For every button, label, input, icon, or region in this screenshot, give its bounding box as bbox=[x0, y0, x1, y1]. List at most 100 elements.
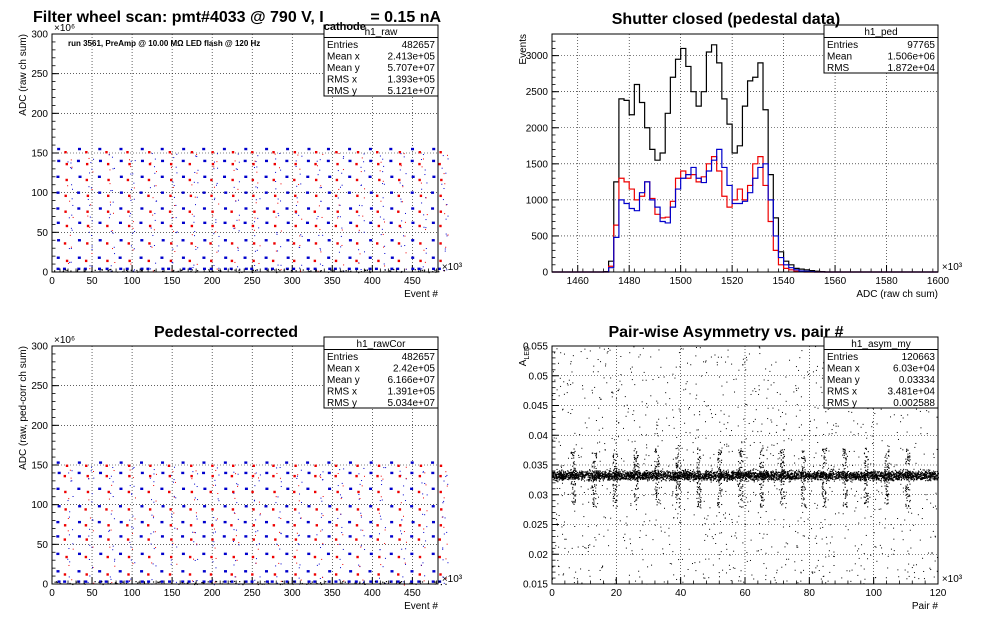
data-point bbox=[214, 197, 216, 199]
data-point-red bbox=[209, 490, 212, 494]
data-point bbox=[746, 478, 748, 480]
data-point bbox=[924, 474, 926, 476]
data-point bbox=[235, 535, 237, 537]
stats-box-frame bbox=[323, 336, 439, 409]
data-point bbox=[447, 234, 449, 236]
data-point bbox=[842, 475, 844, 477]
data-point bbox=[898, 475, 900, 478]
data-point bbox=[151, 499, 153, 501]
data-point bbox=[69, 261, 71, 263]
data-point bbox=[743, 475, 745, 478]
data-point-red bbox=[105, 474, 108, 478]
data-point-blue bbox=[209, 267, 213, 271]
data-point bbox=[193, 531, 195, 533]
data-point bbox=[339, 267, 341, 269]
data-point-blue bbox=[202, 570, 206, 573]
data-point bbox=[906, 476, 908, 478]
data-point bbox=[275, 181, 277, 183]
data-point bbox=[604, 475, 606, 477]
data-point bbox=[237, 153, 239, 155]
data-point bbox=[898, 472, 901, 474]
data-point bbox=[358, 493, 360, 495]
data-point bbox=[402, 494, 404, 496]
data-point bbox=[172, 186, 174, 188]
data-point bbox=[841, 478, 843, 480]
data-point bbox=[636, 472, 638, 474]
data-point bbox=[887, 476, 889, 478]
data-point-red bbox=[399, 162, 402, 166]
data-point bbox=[259, 245, 261, 247]
data-point bbox=[442, 199, 444, 201]
data-point-red bbox=[189, 194, 193, 198]
data-point bbox=[888, 472, 890, 474]
data-point bbox=[384, 245, 386, 247]
data-point bbox=[152, 517, 154, 519]
data-point bbox=[298, 485, 300, 487]
data-point bbox=[842, 476, 844, 478]
data-point-blue bbox=[369, 552, 373, 556]
data-point-red bbox=[230, 242, 234, 245]
data-point bbox=[238, 230, 240, 232]
data-point bbox=[732, 473, 734, 475]
data-point bbox=[771, 475, 773, 477]
data-point-blue bbox=[243, 159, 247, 163]
data-point-red bbox=[169, 508, 172, 511]
data-point bbox=[109, 201, 111, 203]
stats-label: RMS x bbox=[327, 387, 357, 398]
data-point-black bbox=[125, 269, 128, 272]
data-point bbox=[426, 494, 428, 496]
data-point bbox=[582, 472, 584, 474]
data-point-red bbox=[63, 573, 67, 576]
data-point bbox=[748, 474, 751, 476]
data-point-blue bbox=[119, 159, 123, 163]
data-point-blue bbox=[244, 267, 248, 271]
data-point bbox=[193, 541, 195, 543]
data-point bbox=[713, 478, 715, 481]
data-point bbox=[196, 486, 198, 488]
data-point-red bbox=[313, 555, 317, 559]
data-point bbox=[873, 479, 875, 481]
data-point-black bbox=[277, 268, 280, 271]
data-point bbox=[277, 202, 279, 204]
data-point-black bbox=[191, 269, 193, 271]
data-point-black bbox=[190, 270, 192, 272]
data-point-red bbox=[190, 474, 193, 478]
data-point bbox=[382, 183, 384, 185]
data-point bbox=[657, 477, 659, 480]
data-point bbox=[108, 498, 110, 500]
data-point bbox=[318, 234, 320, 236]
data-point bbox=[559, 474, 561, 476]
data-point-blue bbox=[326, 552, 330, 556]
data-point bbox=[213, 541, 215, 543]
data-point bbox=[934, 474, 936, 476]
data-point bbox=[916, 477, 918, 479]
data-point bbox=[447, 562, 449, 564]
data-point bbox=[93, 158, 95, 160]
data-point-blue bbox=[118, 256, 122, 259]
data-point bbox=[134, 230, 136, 232]
data-point bbox=[320, 516, 322, 518]
data-point bbox=[833, 477, 835, 479]
data-point bbox=[665, 473, 667, 476]
data-point bbox=[823, 477, 825, 479]
data-point-red bbox=[148, 224, 152, 228]
data-point bbox=[742, 477, 744, 479]
data-point bbox=[564, 476, 566, 478]
data-point bbox=[853, 477, 855, 479]
data-point bbox=[868, 477, 870, 479]
data-point-blue bbox=[77, 535, 81, 538]
data-point bbox=[735, 475, 737, 478]
data-point bbox=[858, 476, 860, 478]
data-point-black bbox=[435, 581, 437, 583]
data-point bbox=[632, 478, 634, 480]
data-point-red bbox=[418, 508, 422, 511]
data-point bbox=[129, 519, 131, 521]
data-point bbox=[216, 518, 218, 520]
data-point bbox=[687, 471, 689, 473]
data-point bbox=[750, 473, 753, 475]
data-point-red bbox=[107, 490, 110, 494]
data-point bbox=[838, 472, 840, 474]
data-point-red bbox=[378, 555, 381, 559]
data-point bbox=[280, 517, 282, 519]
data-point-red bbox=[315, 524, 318, 527]
